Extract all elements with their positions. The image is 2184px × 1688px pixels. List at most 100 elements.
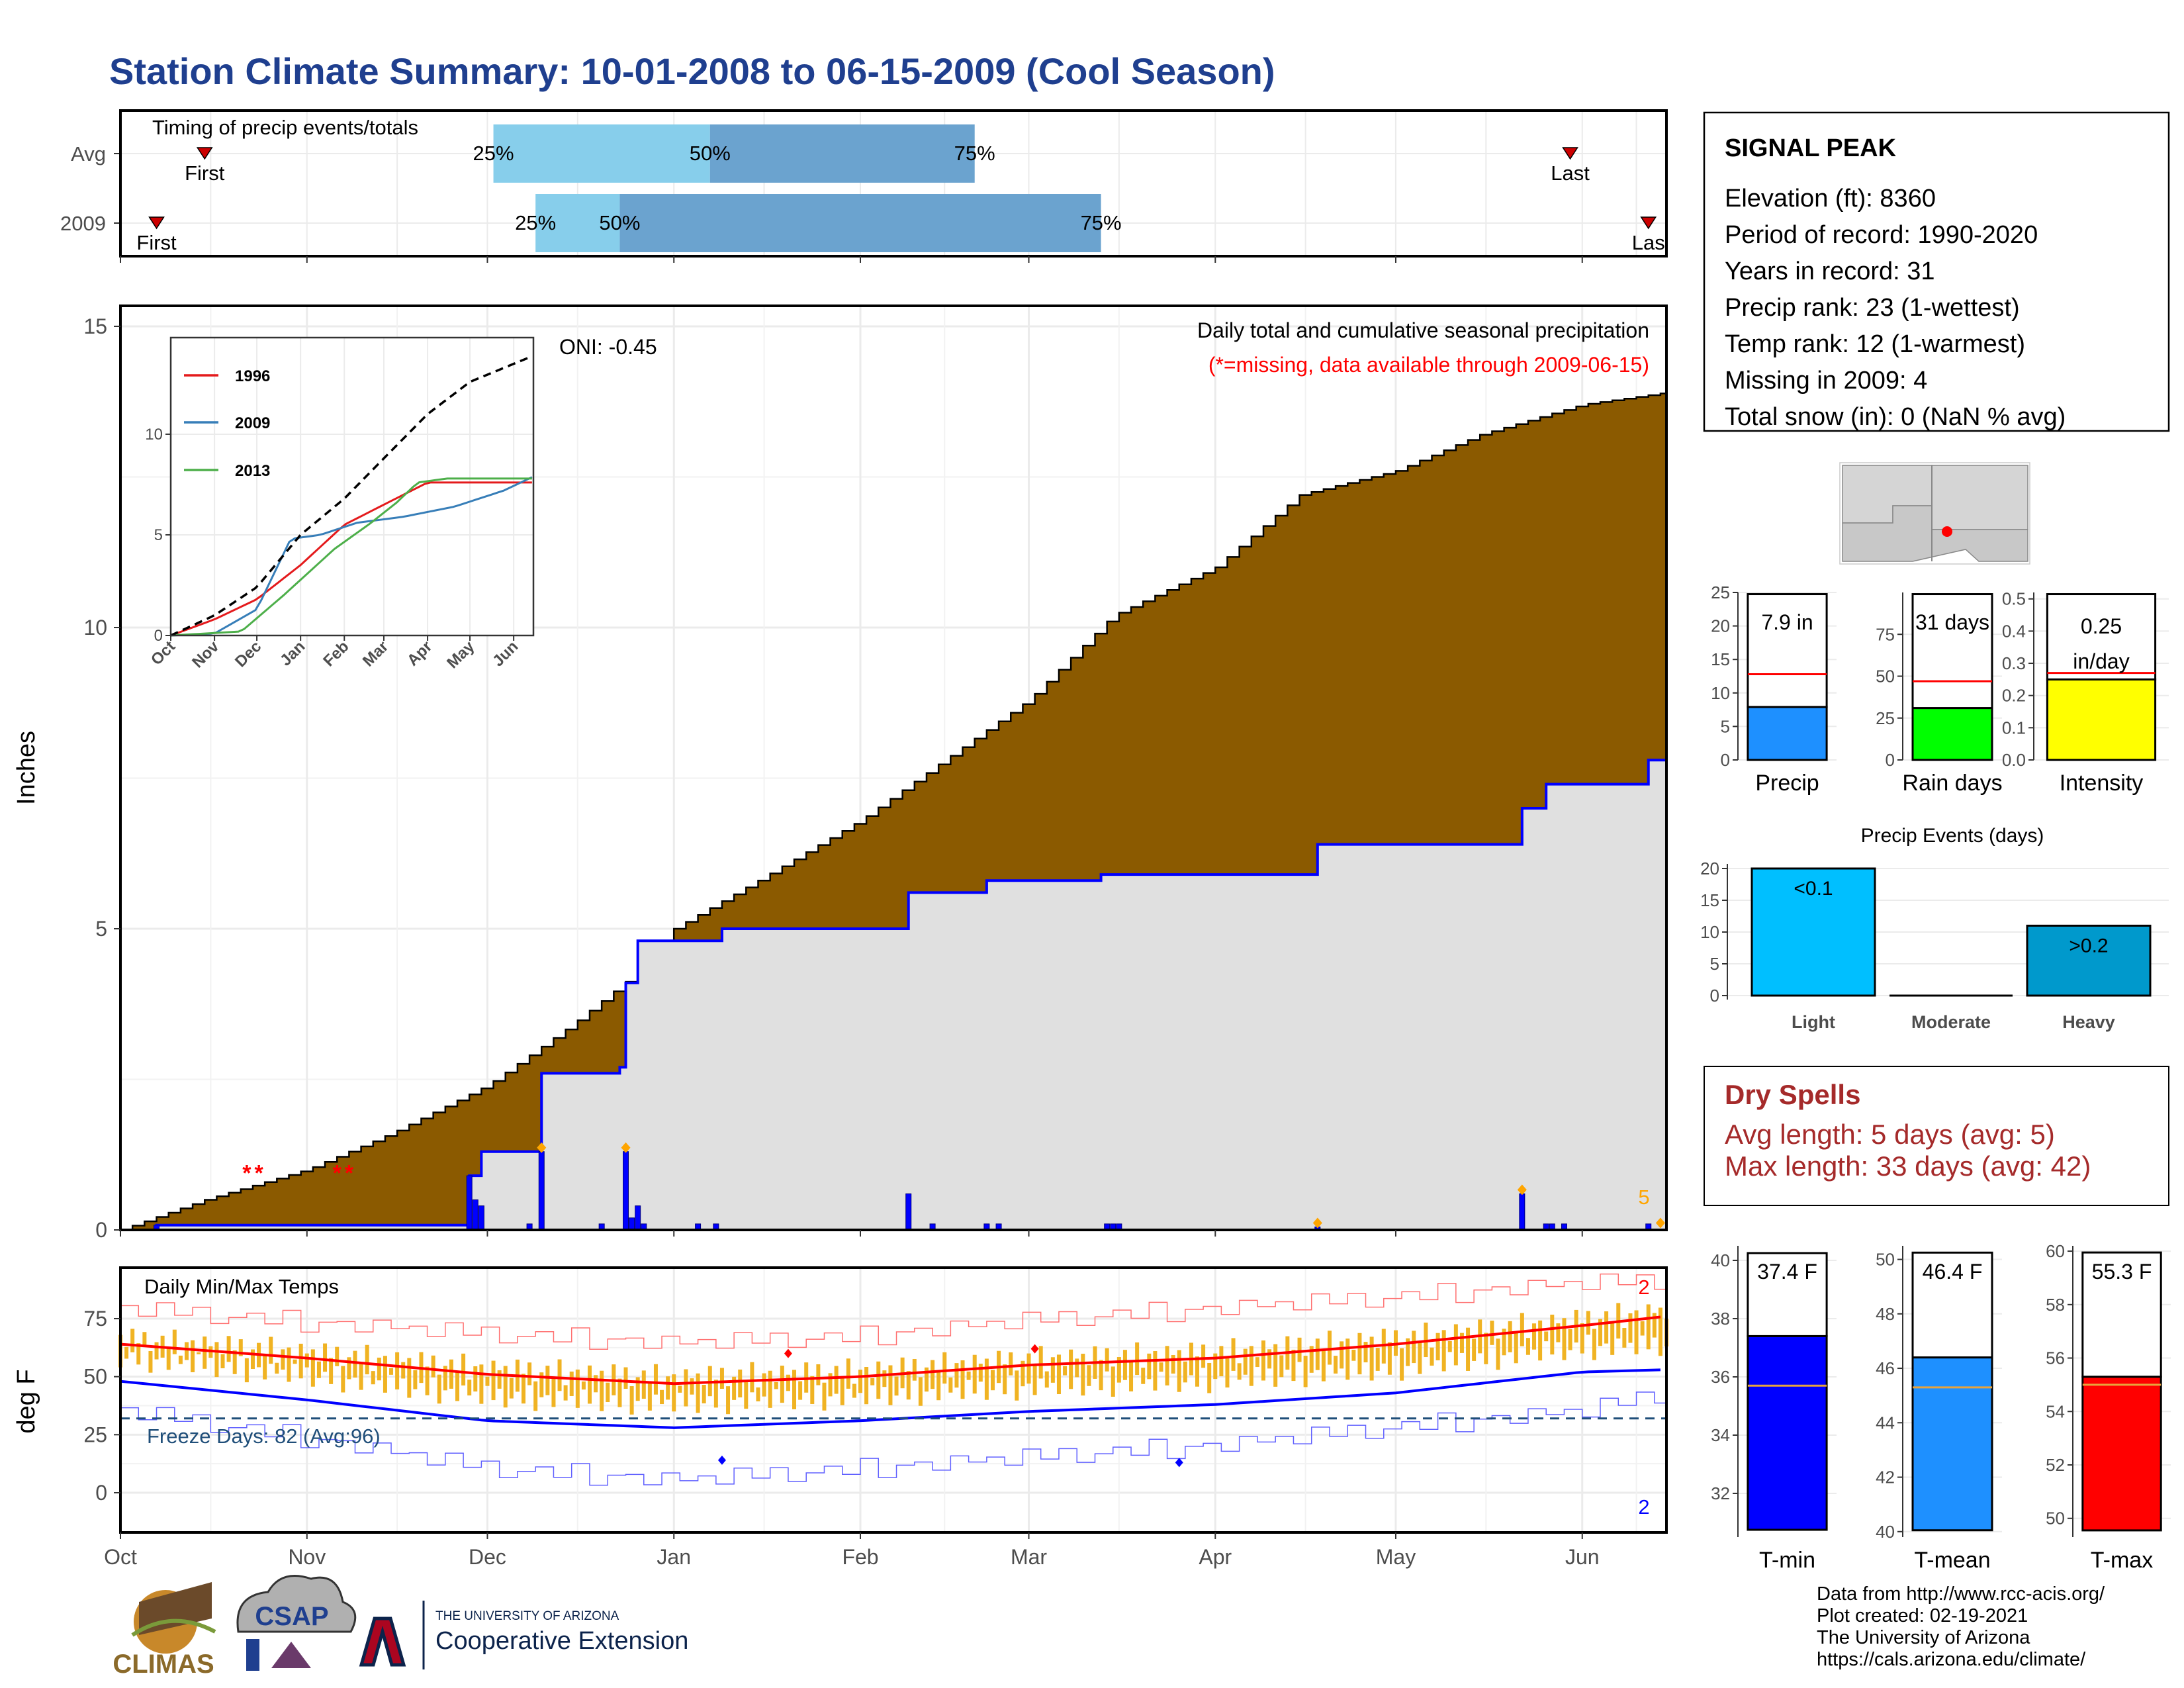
events-category-label: Light	[1792, 1012, 1835, 1032]
daily-temp-bar	[1141, 1368, 1146, 1384]
daily-temp-bar	[635, 1377, 640, 1401]
daily-temp-bar	[684, 1369, 688, 1407]
precip-y-tick-label: 5	[95, 917, 107, 941]
daily-temp-bar	[1435, 1333, 1440, 1361]
daily-temp-bar	[738, 1369, 743, 1398]
temp-bar-value	[1911, 1356, 1993, 1532]
daily-temp-bar	[377, 1357, 381, 1381]
daily-temp-bar	[275, 1362, 279, 1374]
daily-temp-bar	[1153, 1350, 1158, 1391]
daily-temp-bar	[1015, 1370, 1019, 1401]
month-label: Jun	[1565, 1545, 1600, 1569]
mini-bar-y-tick-label: 5	[1721, 716, 1730, 736]
daily-temp-bar	[293, 1359, 297, 1364]
csap-logo-bars	[246, 1639, 259, 1671]
events-y-tick-label: 10	[1700, 922, 1719, 942]
mini-bar-remainder	[1747, 593, 1828, 708]
daily-temp-bar	[713, 1380, 718, 1408]
event-marker	[1655, 1217, 1665, 1229]
ua-logo-a	[359, 1617, 406, 1667]
page-title: Station Climate Summary: 10-01-2008 to 0…	[109, 50, 1275, 92]
daily-temp-bar	[954, 1363, 959, 1388]
inset-legend-label: 2009	[235, 414, 270, 432]
inset-series-line	[170, 481, 532, 637]
daily-temp-bar	[521, 1374, 525, 1404]
timing-bar-q1	[535, 194, 620, 252]
daily-temp-bar	[1466, 1327, 1471, 1371]
daily-temp-bar	[220, 1354, 225, 1368]
daily-temp-bar	[1183, 1361, 1187, 1383]
oni-label: ONI: -0.45	[559, 335, 657, 359]
daily-temp-bar	[1520, 1313, 1524, 1346]
temp-bar-y-tick-label: 50	[2046, 1509, 2065, 1528]
timing-p25-label: 25%	[473, 142, 514, 165]
events-y-tick-label: 15	[1700, 890, 1719, 910]
daily-temp-bar	[539, 1372, 544, 1397]
logos: CLIMAS CSAP THE UNIVERSITY OF ARIZONA Coope…	[113, 1575, 688, 1679]
daily-temp-bar	[1598, 1319, 1603, 1346]
daily-temp-bar	[1243, 1348, 1248, 1375]
daily-temp-bar	[1628, 1313, 1633, 1343]
daily-temp-bar	[984, 1358, 989, 1400]
mini-bar-y-tick-label: 0	[1721, 750, 1730, 770]
precip-chart-subtitle: (*=missing, data available through 2009-…	[1208, 353, 1649, 377]
temp-bar-y-tick-label: 42	[1876, 1468, 1895, 1487]
event-marker	[537, 1142, 547, 1153]
last-marker	[1562, 147, 1578, 160]
daily-temp-bar	[966, 1371, 971, 1380]
daily-temp-bar	[810, 1376, 815, 1404]
inset-series-line	[170, 477, 532, 637]
events-y-tick-label: 5	[1710, 954, 1719, 974]
daily-temp-bar	[130, 1329, 135, 1352]
daily-temp-bar	[617, 1378, 622, 1407]
temp-bar-y-tick-label: 56	[2046, 1348, 2065, 1368]
daily-temp-bar	[443, 1366, 447, 1391]
daily-temp-bar	[371, 1371, 375, 1385]
daily-temp-bar	[846, 1358, 850, 1389]
daily-temp-bar	[750, 1362, 754, 1393]
daily-temp-bar	[756, 1387, 760, 1401]
daily-temp-bar	[798, 1381, 803, 1400]
daily-temp-bar	[1604, 1311, 1609, 1344]
daily-precip-bar	[905, 1193, 912, 1231]
avg-max-line	[120, 1315, 1661, 1385]
mini-bar-value-label: 7.9 in	[1761, 610, 1813, 634]
daily-temp-bar	[653, 1364, 658, 1395]
inset-y-tick-label: 10	[145, 426, 163, 444]
mini-bar-y-tick-label: 75	[1876, 624, 1895, 644]
daily-precip-bar	[466, 1175, 473, 1231]
record-high-count: 2	[1638, 1276, 1649, 1299]
daily-precip-bar	[1519, 1193, 1525, 1231]
daily-temp-bar	[1544, 1331, 1549, 1342]
daily-temp-bar	[1592, 1329, 1596, 1360]
temp-bar-value	[2081, 1376, 2162, 1532]
timing-row-label: Avg	[71, 142, 106, 165]
daily-temp-bar	[1441, 1330, 1446, 1372]
daily-temp-bar	[1201, 1344, 1206, 1368]
daily-temp-bar	[1309, 1346, 1314, 1373]
daily-temp-bar	[1273, 1344, 1278, 1387]
daily-temp-bar	[395, 1352, 400, 1389]
daily-temp-bar	[1231, 1338, 1236, 1371]
daily-temp-bar	[1406, 1338, 1410, 1366]
temp-y-tick-label: 50	[83, 1365, 107, 1389]
ua-logo-big-text: Cooperative Extension	[435, 1627, 688, 1655]
temp-bar-remainder	[1911, 1251, 1993, 1359]
temp-bar-label: T-mean	[1914, 1548, 1990, 1573]
dry-spells-title: Dry Spells	[1725, 1079, 1860, 1110]
temp-bar-label: T-max	[2091, 1548, 2153, 1573]
footer-credits: Data from http://www.rcc-acis.org/ Plot …	[1817, 1583, 2105, 1671]
inset-border	[169, 336, 535, 637]
timing-label: Timing of precip events/totals	[152, 116, 418, 139]
daily-temp-bar	[719, 1368, 724, 1389]
daily-temp-bar	[166, 1348, 171, 1370]
daily-temp-bar	[852, 1383, 856, 1398]
daily-temp-bar	[786, 1374, 790, 1391]
csap-logo-text: CSAP	[255, 1602, 328, 1631]
daily-temp-bar	[1412, 1331, 1416, 1364]
temp-bar-y-tick-label: 50	[1876, 1250, 1895, 1270]
daily-temp-bar	[365, 1344, 369, 1375]
timing-p75-label: 75%	[954, 142, 995, 165]
daily-temp-bar	[437, 1374, 441, 1404]
